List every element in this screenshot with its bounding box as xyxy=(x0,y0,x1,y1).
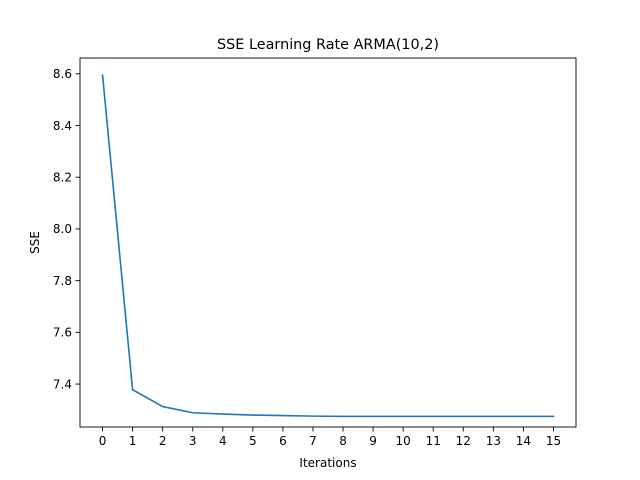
y-tick-label: 8.6 xyxy=(53,67,72,81)
y-tick-label: 7.6 xyxy=(53,326,72,340)
x-tick-label: 11 xyxy=(426,434,441,448)
x-tick-label: 7 xyxy=(309,434,317,448)
x-tick-label: 14 xyxy=(516,434,531,448)
x-tick-label: 13 xyxy=(486,434,501,448)
y-tick-label: 8.4 xyxy=(53,119,72,133)
x-tick-label: 5 xyxy=(249,434,257,448)
x-axis-ticks: 0 1 2 3 4 5 6 7 8 9 10 11 12 13 14 15 xyxy=(99,427,561,448)
sse-series-line xyxy=(101,74,555,418)
y-axis-ticks: 7.4 7.6 7.8 8.0 8.2 8.4 8.6 xyxy=(53,67,80,391)
y-tick-label: 7.8 xyxy=(53,274,72,288)
y-tick-label: 8.2 xyxy=(53,171,72,185)
plot-area-frame xyxy=(79,57,577,428)
x-tick-label: 3 xyxy=(189,434,197,448)
x-tick-label: 12 xyxy=(456,434,471,448)
y-tick-label: 7.4 xyxy=(53,377,72,391)
y-axis-label: SSE xyxy=(28,231,42,254)
y-tick-label: 8.0 xyxy=(53,222,72,236)
chart-title: SSE Learning Rate ARMA(10,2) xyxy=(217,37,439,53)
x-tick-label: 8 xyxy=(339,434,347,448)
x-tick-label: 0 xyxy=(99,434,107,448)
x-tick-label: 6 xyxy=(279,434,287,448)
x-tick-label: 15 xyxy=(546,434,561,448)
x-axis-label: Iterations xyxy=(299,456,356,470)
x-tick-label: 4 xyxy=(219,434,227,448)
x-tick-label: 10 xyxy=(396,434,411,448)
x-tick-label: 9 xyxy=(369,434,377,448)
x-tick-label: 2 xyxy=(159,434,167,448)
x-tick-label: 1 xyxy=(129,434,137,448)
